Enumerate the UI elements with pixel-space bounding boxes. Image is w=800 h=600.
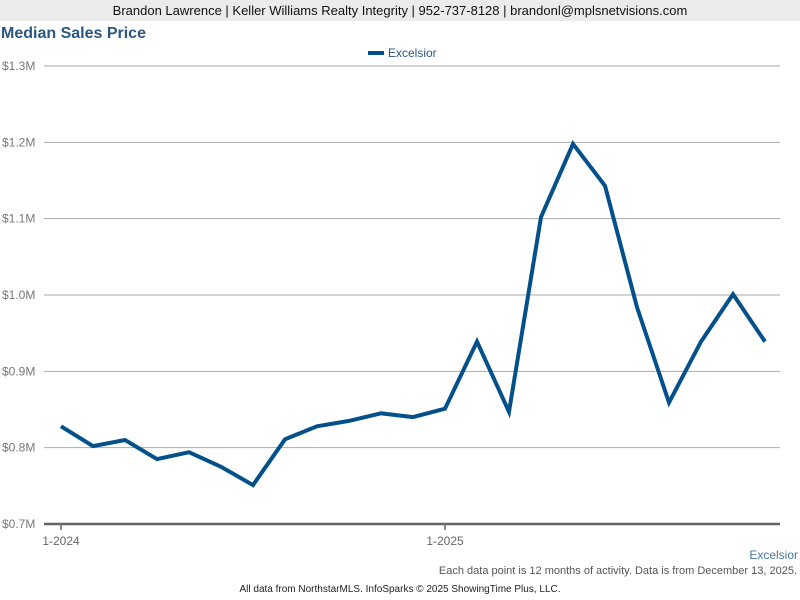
contact-bar: Brandon Lawrence | Keller Williams Realt… [0, 0, 800, 21]
y-tick-label: $1.0M [2, 288, 35, 302]
gridlines [44, 65, 780, 449]
y-tick-label: $0.9M [2, 364, 35, 378]
y-tick-label: $1.2M [2, 135, 35, 149]
data-note: Each data point is 12 months of activity… [438, 565, 797, 577]
y-tick-label: $0.7M [2, 517, 35, 531]
x-tick-label: 1-2024 [42, 534, 80, 548]
area-label: Excelsior [749, 548, 798, 562]
legend-label: Excelsior [388, 46, 437, 60]
footer-credit: All data from NorthstarMLS. InfoSparks ©… [239, 584, 561, 595]
legend-swatch-icon [368, 51, 384, 55]
chart-title: Median Sales Price [1, 25, 146, 42]
y-tick-label: $1.3M [2, 59, 35, 73]
y-tick-label: $1.1M [2, 212, 35, 226]
x-axis: 1-2024 1-2025 [42, 522, 780, 548]
legend[interactable]: Excelsior [368, 46, 437, 60]
y-axis-labels: $0.7M $0.8M $0.9M $1.0M $1.1M $1.2M $1.3M [2, 59, 35, 531]
series-polyline[interactable] [59, 139, 767, 488]
series-line[interactable] [59, 139, 767, 488]
y-tick-label: $0.8M [2, 441, 35, 455]
x-tick-label: 1-2025 [426, 534, 464, 548]
